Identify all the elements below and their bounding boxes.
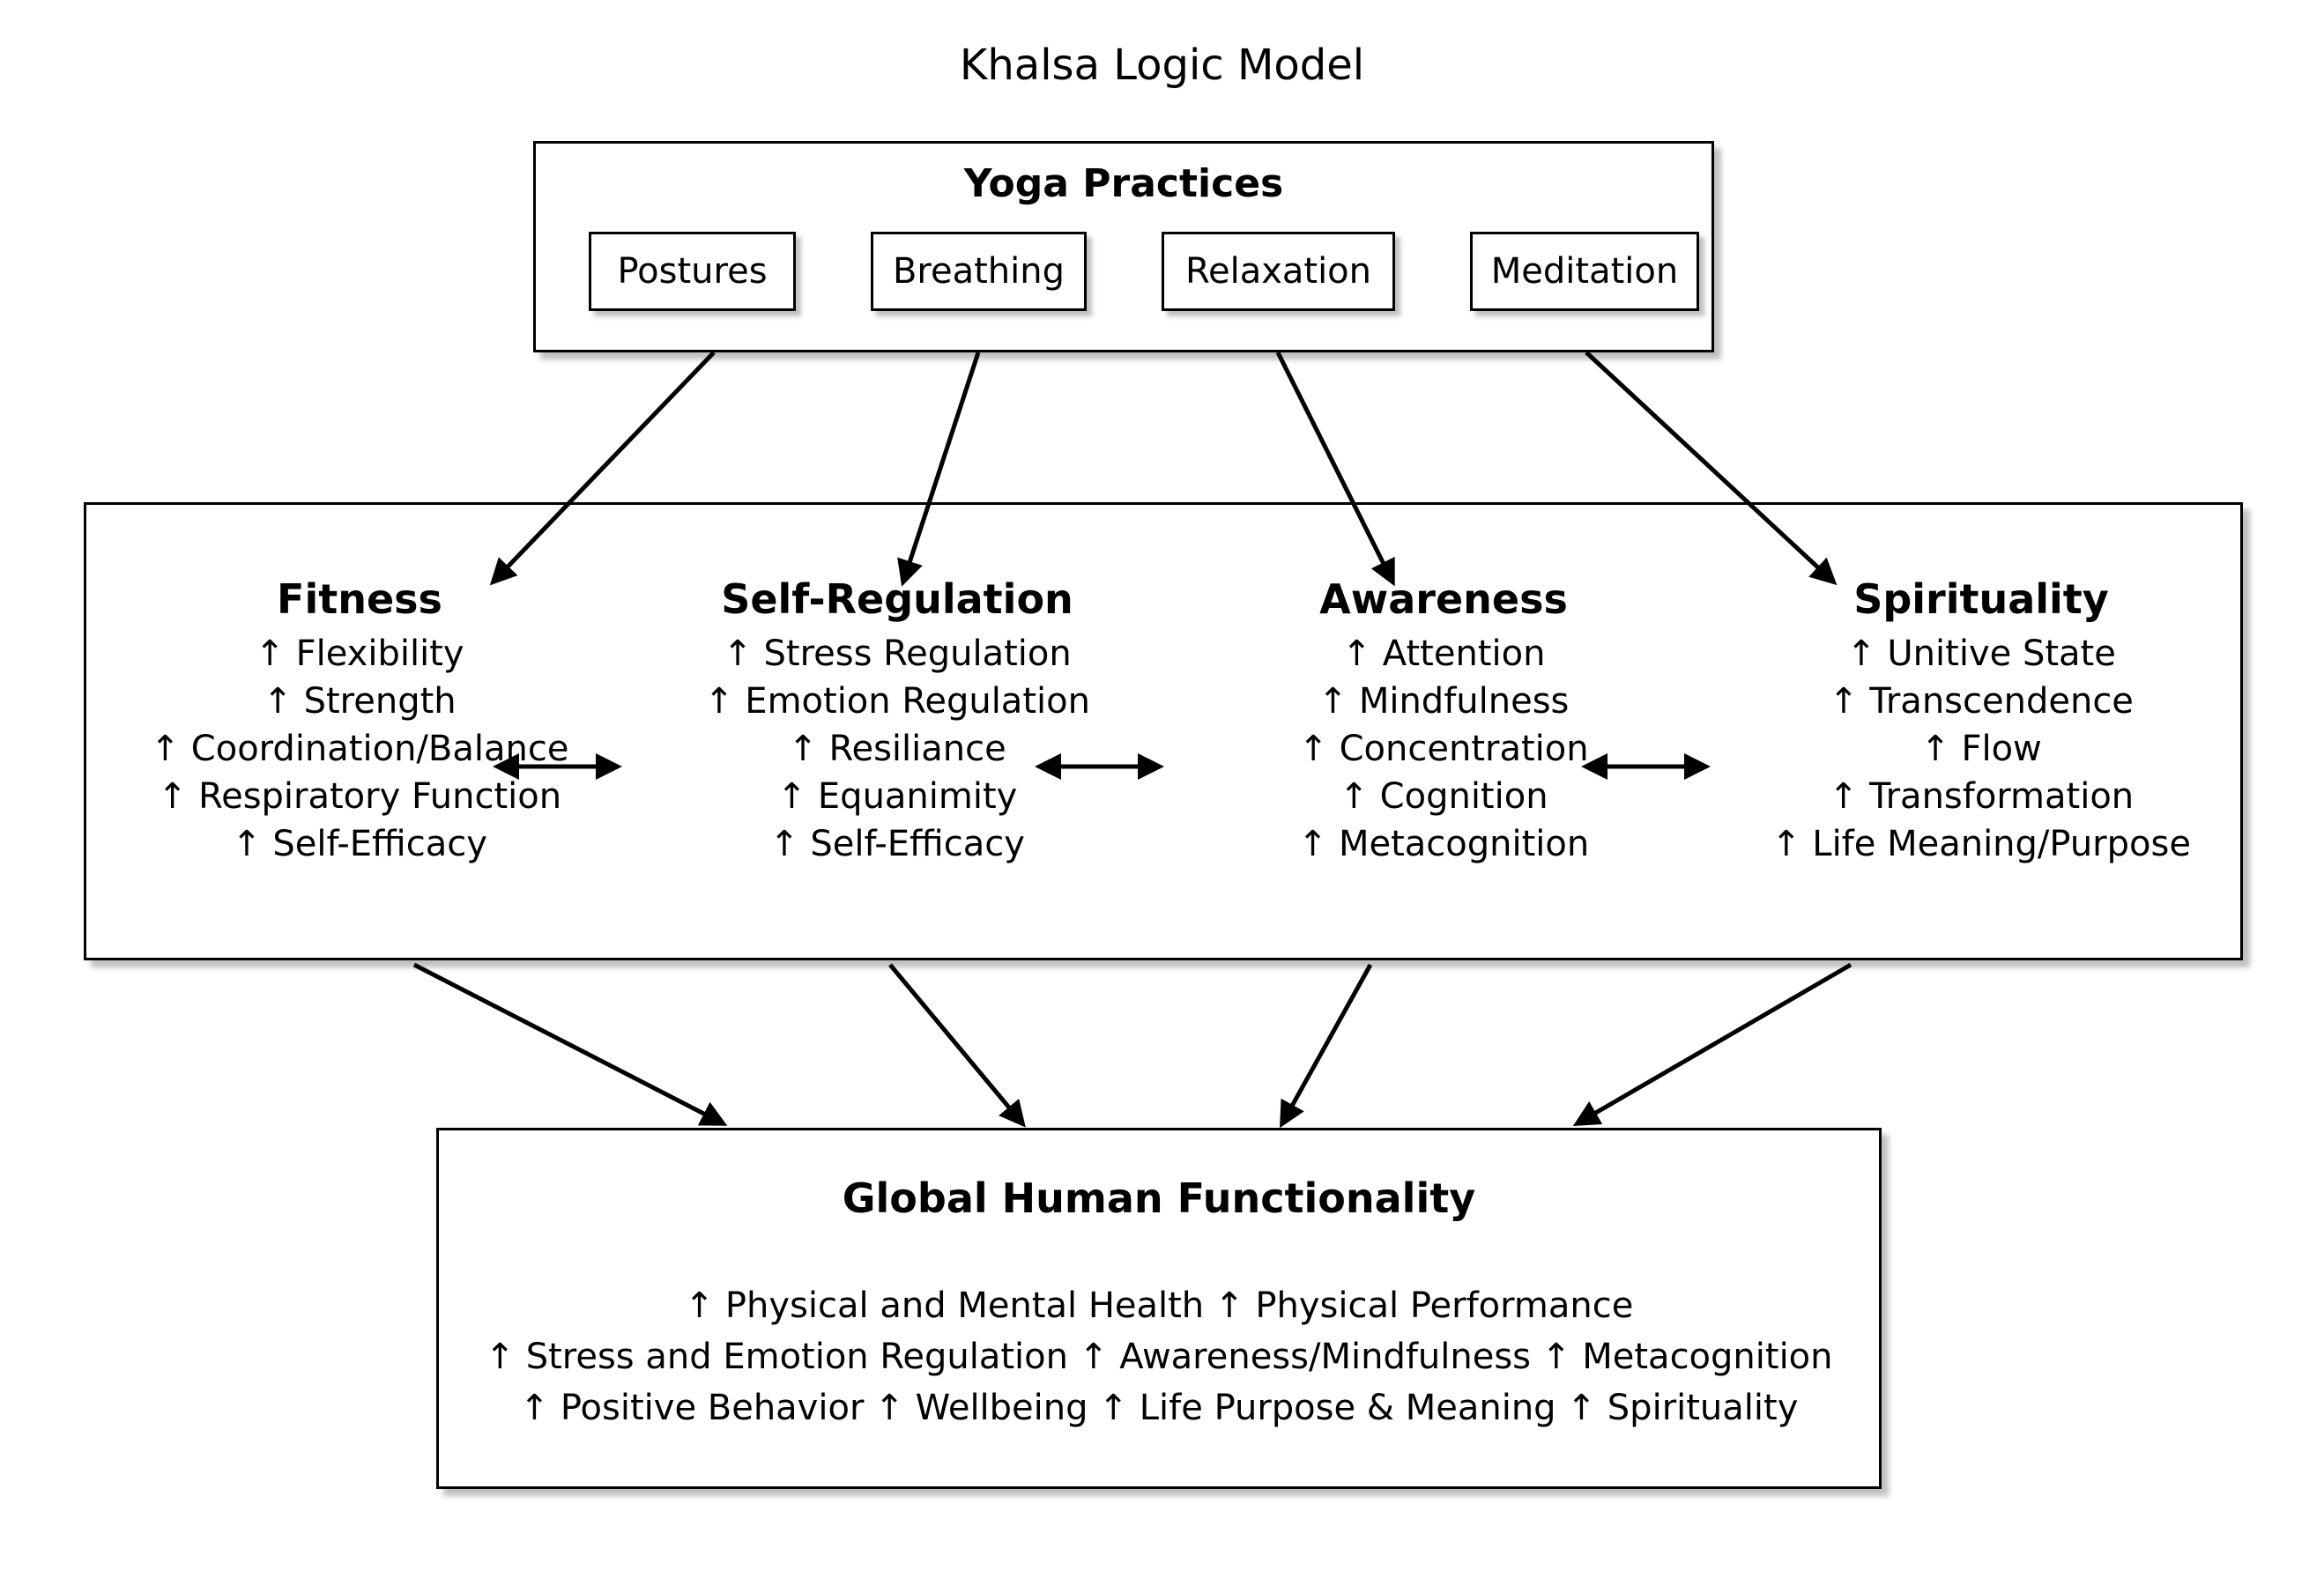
- outcome-item: ↑ Physical Performance: [1214, 1285, 1633, 1326]
- outcome-item: ↑ Stress and Emotion Regulation: [485, 1337, 1067, 1377]
- outcomes-line: ↑ Positive Behavior↑ Wellbeing ↑ Life Pur…: [439, 1382, 1879, 1434]
- arrow: [890, 965, 1022, 1123]
- mechanism-column: Spirituality ↑ Unitive State↑ Transcenden…: [1734, 575, 2228, 868]
- mechanism-item: ↑ Cognition: [1197, 773, 1690, 820]
- mechanism-item: ↑ Respiratory Function: [113, 773, 606, 820]
- outcome-item: ↑ Awareness/Mindfulness: [1079, 1337, 1531, 1377]
- arrow: [1578, 965, 1851, 1123]
- outcome-item: ↑ Metacognition: [1541, 1337, 1833, 1377]
- outcome-item: ↑ Positive Behavior: [520, 1388, 865, 1428]
- mechanism-title: Self-Regulation: [650, 575, 1144, 623]
- practice-item: Meditation: [1470, 232, 1699, 311]
- diagram-canvas: Khalsa Logic Model Yoga Practices Postur…: [0, 0, 2324, 1578]
- mechanism-title: Spirituality: [1734, 575, 2228, 623]
- outcomes-line: ↑ Stress and Emotion Regulation ↑ Awarene…: [439, 1331, 1879, 1382]
- mechanisms-box: Fitness ↑ Flexibility↑ Strength↑ Coordina…: [84, 502, 2243, 960]
- mechanism-column: Awareness ↑ Attention↑ Mindfulness↑ Conce…: [1197, 575, 1690, 868]
- practice-item: Relaxation: [1162, 232, 1395, 311]
- mechanism-item: ↑ Attention: [1197, 630, 1690, 678]
- mechanism-item: ↑ Flow: [1734, 725, 2228, 773]
- practices-box: Yoga Practices Postures Breathing Relaxati…: [533, 141, 1714, 352]
- mechanism-item: ↑ Self-Efficacy: [113, 820, 606, 868]
- arrow: [414, 965, 723, 1123]
- mechanism-item: ↑ Metacognition: [1197, 820, 1690, 868]
- outcome-item: ↑ Life Purpose & Meaning: [1099, 1388, 1556, 1428]
- mechanism-item: ↑ Resiliance: [650, 725, 1144, 773]
- mechanism-item: ↑ Emotion Regulation: [650, 678, 1144, 725]
- mechanism-title: Fitness: [113, 575, 606, 623]
- mechanism-item: ↑ Self-Efficacy: [650, 820, 1144, 868]
- practices-title: Yoga Practices: [536, 161, 1711, 206]
- mechanism-item: ↑ Coordination/Balance: [113, 725, 606, 773]
- mechanism-column: Self-Regulation ↑ Stress Regulation↑ Emot…: [650, 575, 1144, 868]
- outcome-item: ↑ Wellbeing: [874, 1388, 1088, 1428]
- outcomes-line: ↑ Physical and Mental Health↑ Physical P…: [439, 1280, 1879, 1331]
- mechanism-item: ↑ Stress Regulation: [650, 630, 1144, 678]
- mechanism-item: ↑ Unitive State: [1734, 630, 2228, 678]
- mechanism-item: ↑ Mindfulness: [1197, 678, 1690, 725]
- mechanism-item: ↑ Life Meaning/Purpose: [1734, 820, 2228, 868]
- outcomes-box: Global Human Functionality ↑ Physical an…: [436, 1128, 1882, 1489]
- outcomes-title: Global Human Functionality: [439, 1174, 1879, 1222]
- mechanism-item: ↑ Equanimity: [650, 773, 1144, 820]
- mechanism-item: ↑ Transformation: [1734, 773, 2228, 820]
- mechanism-item: ↑ Concentration: [1197, 725, 1690, 773]
- diagram-title: Khalsa Logic Model: [0, 41, 2324, 90]
- mechanism-item: ↑ Flexibility: [113, 630, 606, 678]
- outcomes-body: ↑ Physical and Mental Health↑ Physical P…: [439, 1280, 1879, 1434]
- mechanism-item: ↑ Transcendence: [1734, 678, 2228, 725]
- mechanism-title: Awareness: [1197, 575, 1690, 623]
- mechanism-column: Fitness ↑ Flexibility↑ Strength↑ Coordina…: [113, 575, 606, 868]
- practice-item: Breathing: [871, 232, 1087, 311]
- practice-item: Postures: [589, 232, 796, 311]
- outcome-item: ↑ Spirituality: [1567, 1388, 1799, 1428]
- outcome-item: ↑ Physical and Mental Health: [685, 1285, 1204, 1326]
- arrow: [1282, 965, 1370, 1123]
- mechanism-item: ↑ Strength: [113, 678, 606, 725]
